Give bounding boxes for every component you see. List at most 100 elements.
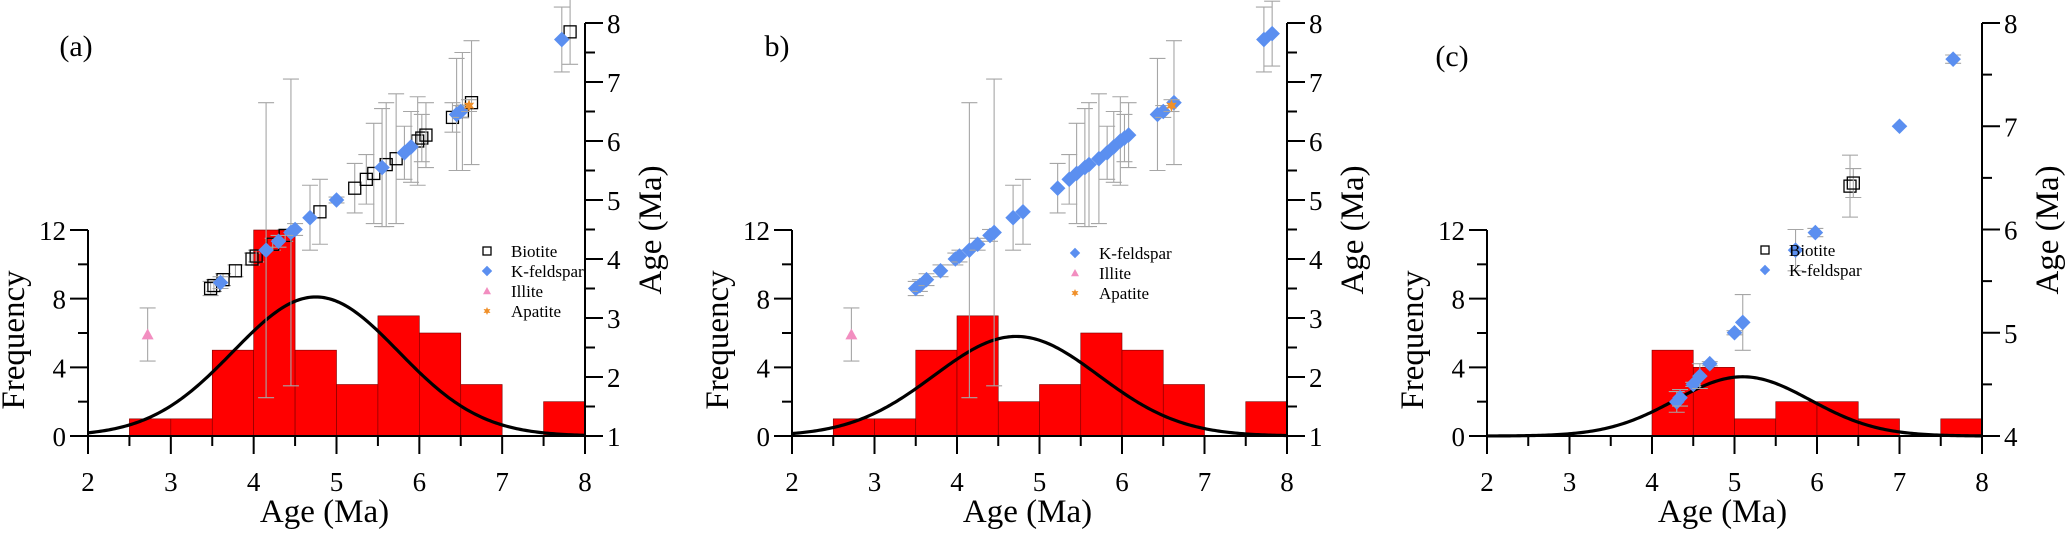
y2-tick-label: 6 (2004, 216, 2018, 246)
data-point (302, 209, 318, 226)
data-point (389, 152, 403, 166)
data-point (212, 274, 229, 291)
data-point (403, 139, 419, 155)
data-point (1891, 118, 1908, 135)
histogram-bar (377, 315, 420, 437)
y-tick-label: 4 (757, 353, 771, 383)
y2-tick-label: 1 (607, 422, 621, 452)
x-tick-label: 6 (413, 467, 427, 497)
y2-tick-label: 3 (1309, 304, 1323, 334)
scatter-points (843, 0, 1281, 399)
x-tick-label: 7 (1893, 467, 1907, 497)
x-tick-label: 4 (1645, 467, 1659, 497)
data-point (986, 224, 1002, 241)
panel-label: (c) (1435, 40, 1468, 73)
legend-label: Apatite (511, 302, 561, 321)
histogram-bar (1080, 332, 1123, 437)
data-point (348, 181, 362, 195)
series-k-feldspar (1668, 51, 1962, 413)
y-tick-label: 12 (39, 216, 66, 246)
legend-marker (483, 307, 491, 315)
y-axis-title-frequency: Frequency (1395, 270, 1431, 410)
histogram-bar (1940, 418, 1983, 437)
data-point (1015, 204, 1031, 220)
y-tick-label: 8 (757, 285, 771, 315)
legend-entry: K-feldspar (1069, 244, 1172, 263)
histogram-bar (1245, 401, 1288, 437)
x-tick-label: 3 (1563, 467, 1577, 497)
y2-axis-title-age: Age (Ma) (1335, 165, 1371, 294)
data-point (1005, 209, 1021, 226)
legend-entry: Biotite (482, 242, 557, 261)
x-tick-label: 6 (1810, 467, 1824, 497)
histogram-bar (419, 332, 462, 437)
x-tick-label: 6 (1115, 467, 1129, 497)
x-tick-label: 5 (1033, 467, 1047, 497)
axes (774, 22, 1305, 454)
histogram-bar (1734, 418, 1777, 437)
y-tick-label: 12 (743, 216, 770, 246)
data-point (1701, 355, 1718, 372)
histogram-bar (211, 349, 254, 437)
series-apatite (461, 99, 478, 113)
y2-tick-label: 6 (1309, 127, 1323, 157)
x-axis-title: Age (Ma) (963, 494, 1092, 530)
y2-tick-label: 2 (1309, 363, 1323, 393)
legend-marker (481, 265, 493, 277)
histogram-bar (1039, 384, 1082, 437)
data-point (258, 242, 274, 258)
data-point (463, 99, 475, 112)
data-point (415, 131, 429, 145)
y2-tick-label: 8 (607, 9, 621, 39)
legend-entry: Apatite (1071, 284, 1149, 303)
data-point (374, 159, 390, 176)
x-tick-label: 2 (785, 467, 799, 497)
legend-marker (483, 287, 491, 295)
histogram-bar (874, 418, 917, 437)
y2-tick-label: 7 (607, 68, 621, 98)
data-point (918, 271, 935, 288)
data-point (396, 145, 413, 161)
data-point (1049, 180, 1066, 196)
y2-tick-label: 7 (2004, 112, 2018, 142)
y2-axis-title-age: Age (Ma) (633, 165, 669, 294)
legend-marker (1071, 289, 1079, 297)
y-tick-label: 12 (1438, 216, 1465, 246)
y-tick-label: 0 (1452, 422, 1466, 452)
series-k-feldspar (212, 6, 570, 399)
panel-label: (a) (59, 30, 92, 63)
scatter-points (1668, 51, 1962, 413)
legend-label: Illite (1099, 264, 1131, 283)
scatter-points (139, 0, 579, 399)
data-point (951, 248, 968, 264)
histogram-bar (1775, 401, 1818, 437)
y2-tick-label: 5 (2004, 319, 2018, 349)
legend-label: K-feldspar (1099, 244, 1172, 263)
x-tick-label: 8 (578, 467, 592, 497)
data-point (228, 264, 243, 278)
data-point (1672, 389, 1688, 406)
x-tick-label: 2 (1480, 467, 1494, 497)
data-point (969, 236, 986, 253)
data-point (1807, 224, 1824, 241)
data-point (141, 328, 154, 340)
histogram-bars (1651, 349, 1983, 437)
data-point (961, 242, 978, 258)
histogram-bar (170, 418, 213, 437)
x-tick-label: 8 (1280, 467, 1294, 497)
y2-tick-label: 1 (1309, 422, 1323, 452)
y2-tick-label: 2 (607, 363, 621, 393)
data-point (1692, 368, 1708, 384)
data-point (1120, 127, 1137, 143)
y2-tick-label: 4 (1309, 245, 1323, 275)
y2-tick-label: 3 (607, 304, 621, 334)
data-point (1068, 165, 1085, 182)
data-point (419, 128, 433, 142)
data-point (313, 205, 327, 219)
legend-entry: Illite (483, 282, 543, 301)
